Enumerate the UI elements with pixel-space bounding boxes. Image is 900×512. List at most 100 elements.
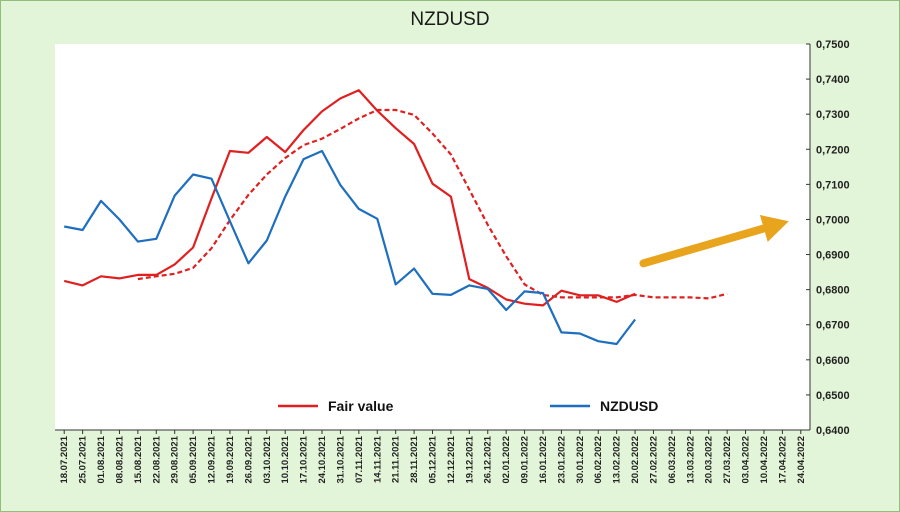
x-tick-label: 30.01.2022 xyxy=(575,436,586,484)
series-2-point xyxy=(468,284,470,286)
series-2-point xyxy=(63,225,65,227)
series-2-point xyxy=(302,158,304,160)
series-1-point xyxy=(137,278,139,280)
x-tick-label: 10.04.2022 xyxy=(759,436,770,484)
x-tick-label: 13.03.2022 xyxy=(685,436,696,484)
series-1-point xyxy=(155,275,157,277)
series-0-point xyxy=(229,150,231,152)
x-tick-label: 26.09.2021 xyxy=(243,435,254,483)
series-1-point xyxy=(173,273,175,275)
chart-title: NZDUSD xyxy=(410,9,490,30)
plot-area xyxy=(55,44,810,430)
x-tick-label: 25.07.2021 xyxy=(78,435,89,483)
x-tick-label: 12.12.2021 xyxy=(446,435,457,483)
series-1-point xyxy=(671,296,673,298)
legend: Fair value NZDUSD xyxy=(278,398,658,414)
y-tick-label: 0,7500 xyxy=(816,39,850,51)
x-tick-label: 27.02.2022 xyxy=(648,436,659,484)
x-tick-label: 06.03.2022 xyxy=(667,436,678,484)
x-tick-label: 07.11.2021 xyxy=(354,435,365,483)
series-0-point xyxy=(413,143,415,145)
y-tick-label: 0,6800 xyxy=(816,285,850,297)
series-0-point xyxy=(284,151,286,153)
series-0-point xyxy=(523,302,525,304)
series-1-point xyxy=(689,296,691,298)
x-tick-label: 31.10.2021 xyxy=(335,435,346,483)
x-tick-label: 16.01.2022 xyxy=(538,436,549,484)
series-line-2 xyxy=(63,149,636,346)
x-tick-label: 15.08.2021 xyxy=(133,435,144,483)
series-2-point xyxy=(137,240,139,242)
series-0-point xyxy=(118,277,120,279)
x-tick-label: 05.12.2021 xyxy=(428,435,439,483)
series-1-point xyxy=(431,132,433,134)
y-tick-label: 0,7100 xyxy=(816,179,850,191)
x-tick-label: 06.02.2022 xyxy=(593,436,604,484)
series-0-point xyxy=(173,263,175,265)
series-2-point xyxy=(100,200,102,202)
series-1-point xyxy=(192,267,194,269)
series-1-point xyxy=(708,297,710,299)
y-tick-label: 0,6400 xyxy=(816,425,850,437)
series-0-point xyxy=(321,110,323,112)
series-1-point xyxy=(450,153,452,155)
y-tick-label: 0,6700 xyxy=(816,320,850,332)
series-0-point xyxy=(302,129,304,131)
series-0-point xyxy=(450,195,452,197)
x-tick-label: 29.08.2021 xyxy=(170,435,181,483)
series-1-point xyxy=(652,296,654,298)
series-2-point xyxy=(229,220,231,222)
x-tick-label: 24.04.2022 xyxy=(796,436,807,484)
series-0-point xyxy=(560,289,562,291)
series-0-point xyxy=(615,301,617,303)
trend-arrow-head xyxy=(759,214,789,242)
x-tick-label: 09.01.2022 xyxy=(520,436,531,484)
series-2-point xyxy=(247,262,249,264)
series-2-point xyxy=(542,292,544,294)
series-1-point xyxy=(284,157,286,159)
series-0-point xyxy=(247,152,249,154)
legend-label-fair-value: Fair value xyxy=(328,398,394,414)
y-tick-label: 0,6500 xyxy=(816,390,850,402)
series-2-point xyxy=(523,290,525,292)
series-1-point xyxy=(376,109,378,111)
y-tick-label: 0,7000 xyxy=(816,214,850,226)
series-1-point xyxy=(266,173,268,175)
series-1-point xyxy=(358,117,360,119)
x-tick-label: 01.08.2021 xyxy=(96,435,107,483)
series-2-point xyxy=(394,283,396,285)
series-0-point xyxy=(266,136,268,138)
series-0-point xyxy=(339,97,341,99)
x-tick-label: 17.04.2022 xyxy=(777,436,788,484)
series-0-point xyxy=(358,89,360,91)
x-tick-label: 05.09.2021 xyxy=(188,435,199,483)
x-tick-label: 12.09.2021 xyxy=(207,435,218,483)
series-1-point xyxy=(487,224,489,226)
series-2-point xyxy=(81,229,83,231)
x-tick-label: 28.11.2021 xyxy=(409,435,420,483)
legend-label-nzdusd: NZDUSD xyxy=(600,398,658,414)
series-0-point xyxy=(210,197,212,199)
y-tick-label: 0,7200 xyxy=(816,144,850,156)
x-tick-label: 23.01.2022 xyxy=(556,436,567,484)
series-2-point xyxy=(487,288,489,290)
series-1-point xyxy=(579,296,581,298)
series-0-point xyxy=(579,294,581,296)
series-0-point xyxy=(431,182,433,184)
series-1-point xyxy=(597,296,599,298)
series-2-point xyxy=(634,318,636,320)
series-2-point xyxy=(615,343,617,345)
series-0-point xyxy=(542,304,544,306)
series-2-point xyxy=(358,208,360,210)
trend-arrow-shaft xyxy=(639,224,768,268)
series-0-point xyxy=(137,274,139,276)
x-tick-label: 17.10.2021 xyxy=(299,435,310,483)
series-line-0 xyxy=(63,89,636,307)
series-2-point xyxy=(505,309,507,311)
series-2-point xyxy=(597,340,599,342)
series-2-point xyxy=(339,184,341,186)
series-2-point xyxy=(155,238,157,240)
y-axis: 0,6400 0,6500 0,6600 0,6700 0,6800 0,6900 0,70… xyxy=(806,39,850,437)
series-2-point xyxy=(173,194,175,196)
